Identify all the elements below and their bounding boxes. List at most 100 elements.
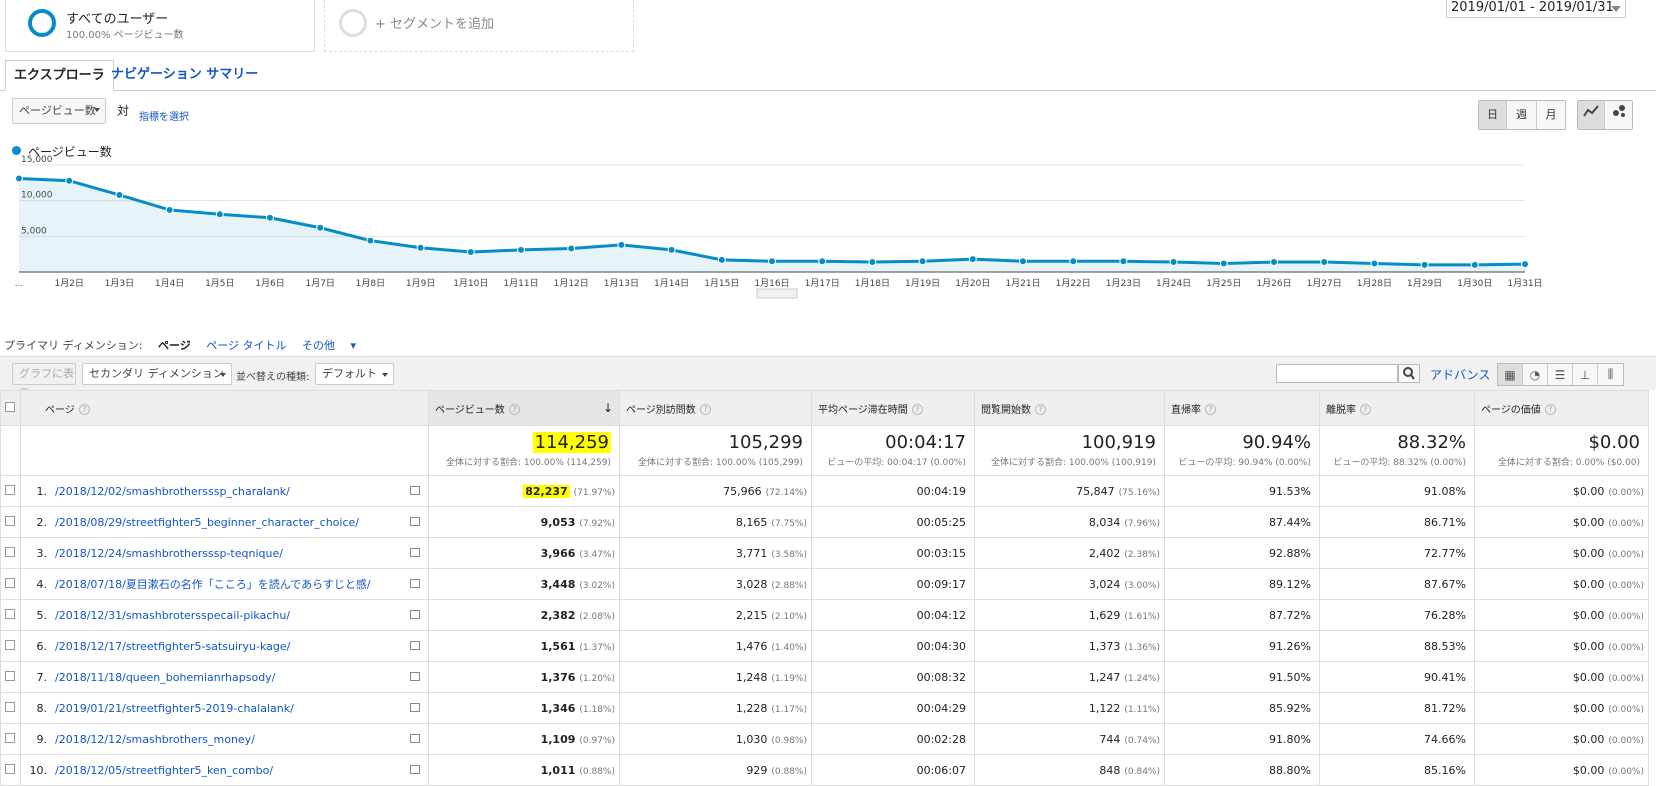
segment-all-users[interactable]: すべてのユーザー 100.00% ページビュー数 <box>5 0 315 52</box>
col-pageviews[interactable]: ページビュー数? ↓ <box>428 390 620 426</box>
x-tick-label: 1月24日 <box>1156 278 1191 289</box>
sort-type-value: デフォルト <box>322 367 377 380</box>
open-link-icon[interactable] <box>410 579 420 588</box>
performance-view-icon[interactable]: ☰ <box>1548 364 1573 385</box>
pivot-view-icon[interactable]: ⫼ <box>1607 367 1614 381</box>
open-link-icon[interactable] <box>410 486 420 495</box>
row-unique-pageviews: 8,165 (7.75%) <box>619 506 812 538</box>
period-week-button[interactable]: 週 <box>1507 101 1537 129</box>
x-tick-label: 1月6日 <box>255 278 284 289</box>
row-pageviews-pct: (0.97%) <box>579 735 615 746</box>
row-page-link[interactable]: /2018/11/18/queen_bohemianrhapsody/ <box>55 670 276 684</box>
col-avg-time[interactable]: 平均ページ滞在時間? <box>811 390 975 426</box>
row-entrances-pct: (0.84%) <box>1124 766 1160 777</box>
open-link-icon[interactable] <box>410 734 420 743</box>
row-page-link[interactable]: /2018/12/24/smashbrothersssp-teqnique/ <box>55 546 283 560</box>
col-page-value[interactable]: ページの価値? <box>1474 390 1649 426</box>
metric-select[interactable]: ページビュー数 <box>12 98 106 124</box>
x-tick-label: 1月18日 <box>855 278 890 289</box>
legend-pageviews-dot <box>12 146 21 155</box>
data-point <box>1119 257 1128 266</box>
row-checkbox[interactable] <box>0 692 21 724</box>
row-checkbox[interactable] <box>0 599 21 631</box>
sort-type-select[interactable]: デフォルト <box>315 363 394 385</box>
open-link-icon[interactable] <box>410 765 420 774</box>
row-checkbox[interactable] <box>0 506 21 538</box>
row-bounce-rate: 89.12% <box>1164 568 1320 600</box>
row-checkbox[interactable] <box>0 475 21 507</box>
row-page-link[interactable]: /2018/12/05/streetfighter5_ken_combo/ <box>55 763 274 777</box>
row-page-link[interactable]: /2018/12/31/smashbrotersspecail-pikachu/ <box>55 608 291 622</box>
row-page-link[interactable]: /2018/07/18/夏目漱石の名作「こころ」を読んであらすじと感/ <box>55 578 371 591</box>
data-point <box>1521 260 1529 269</box>
total-avg-time-value: 00:04:17 <box>885 432 966 453</box>
open-link-icon[interactable] <box>410 610 420 619</box>
open-link-icon[interactable] <box>410 517 420 526</box>
row-pageviews: 1,376 (1.20%) <box>428 661 620 693</box>
period-day-button[interactable]: 日 <box>1479 101 1507 129</box>
table-view-icon[interactable]: ▦ <box>1498 364 1523 385</box>
choose-metric-link[interactable]: 指標を選択 <box>139 112 189 123</box>
data-point <box>1320 258 1329 267</box>
row-pageviews-pct: (3.47%) <box>579 549 615 560</box>
open-link-icon[interactable] <box>410 672 420 681</box>
total-unique-pageviews-sub: 全体に対する割合: 100.00% (105,299) <box>637 458 803 468</box>
add-segment-button[interactable]: + セグメントを追加 <box>324 0 634 52</box>
motion-chart-icon[interactable] <box>1605 101 1632 129</box>
col-page[interactable]: ページ? <box>20 390 429 426</box>
row-index: 2. <box>36 515 48 529</box>
x-tick-label: 1月3日 <box>105 278 134 289</box>
tab-explorer[interactable]: エクスプローラ <box>5 60 114 91</box>
row-unique-pageviews-pct: (1.40%) <box>771 642 807 653</box>
row-checkbox[interactable] <box>0 661 21 693</box>
row-unique-pageviews-value: 2,215 <box>735 608 768 622</box>
total-exit-rate: 88.32% ビューの平均: 88.32% (0.00%) <box>1319 425 1475 476</box>
row-checkbox[interactable] <box>0 723 21 755</box>
secondary-dimension-select[interactable]: セカンダリ ディメンション <box>82 363 232 385</box>
row-page-value: $0.00 (0.00%) <box>1474 506 1649 538</box>
col-unique-pageviews[interactable]: ページ別訪問数? <box>619 390 812 426</box>
row-page-link[interactable]: /2019/01/21/streetfighter5-2019-chalalan… <box>55 701 294 715</box>
row-pageviews-pct: (2.08%) <box>579 611 615 622</box>
table-search-input[interactable] <box>1276 364 1398 383</box>
graph-button[interactable]: グラフに表示 <box>12 363 76 400</box>
row-page-value-value: $0.00 <box>1572 639 1605 653</box>
y-tick-label: 5,000 <box>21 226 47 236</box>
col-bounce-rate[interactable]: 直帰率? <box>1164 390 1320 426</box>
row-entrances: 1,373 (1.36%) <box>974 630 1165 662</box>
row-page-link[interactable]: /2018/12/12/smashbrothers_money/ <box>55 732 255 746</box>
date-range-picker[interactable]: 2019/01/01 - 2019/01/31 <box>1446 0 1626 18</box>
row-pageviews-pct: (1.20%) <box>579 673 615 684</box>
data-point <box>15 174 23 183</box>
row-checkbox[interactable] <box>0 630 21 662</box>
select-all-checkbox[interactable] <box>0 390 21 426</box>
col-entrances[interactable]: 閲覧開始数? <box>974 390 1165 426</box>
row-page-link[interactable]: /2018/08/29/streetfighter5_beginner_char… <box>55 515 359 529</box>
open-link-icon[interactable] <box>410 548 420 557</box>
row-pageviews: 2,382 (2.08%) <box>428 599 620 631</box>
tab-navigation-summary[interactable]: ナビゲーション サマリー <box>111 67 259 82</box>
add-segment-label: + セグメントを追加 <box>375 17 495 32</box>
segment-subtitle: 100.00% ページビュー数 <box>66 30 184 41</box>
dimension-page-title[interactable]: ページ タイトル <box>206 339 287 352</box>
row-page-link[interactable]: /2018/12/17/streetfighter5-satsuiryu-kag… <box>55 639 291 653</box>
period-month-button[interactable]: 月 <box>1537 101 1565 129</box>
open-link-icon[interactable] <box>410 703 420 712</box>
dimension-page[interactable]: ページ <box>157 339 191 352</box>
row-checkbox[interactable] <box>0 537 21 569</box>
row-checkbox[interactable] <box>0 568 21 600</box>
row-avg-time: 00:02:28 <box>811 723 975 755</box>
open-link-icon[interactable] <box>410 641 420 650</box>
row-page-link[interactable]: /2018/12/02/smashbrothersssp_charalank/ <box>55 484 290 498</box>
dimension-more[interactable]: その他 ▾ <box>302 339 357 352</box>
pie-view-icon[interactable]: ◔ <box>1523 364 1548 385</box>
comparison-view-icon[interactable]: ⊥ <box>1573 364 1598 385</box>
advanced-filter-link[interactable]: アドバンス <box>1430 368 1491 382</box>
row-entrances: 3,024 (3.00%) <box>974 568 1165 600</box>
row-entrances-value: 75,847 <box>1076 484 1115 498</box>
search-icon[interactable] <box>1398 364 1420 383</box>
col-exit-rate[interactable]: 離脱率? <box>1319 390 1475 426</box>
line-chart-icon[interactable] <box>1578 101 1605 129</box>
row-avg-time: 00:08:32 <box>811 661 975 693</box>
row-checkbox[interactable] <box>0 754 21 786</box>
